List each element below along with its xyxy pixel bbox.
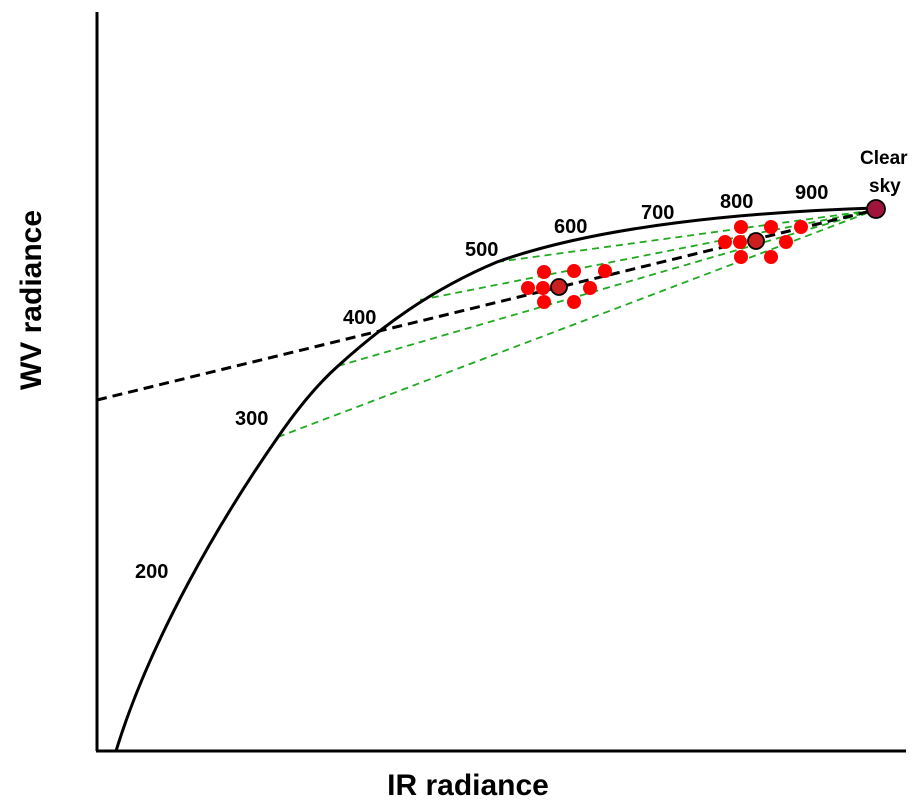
pixel-point — [583, 281, 597, 295]
pixel-point — [718, 235, 732, 249]
y-axis-title: WV radiance — [15, 210, 48, 390]
pixel-point — [794, 220, 808, 234]
black-dashed-line — [96, 208, 876, 402]
pixel-point — [537, 295, 551, 309]
clear-sky-point — [866, 199, 886, 219]
x-axis-title: IR radiance — [387, 769, 549, 802]
pixel-point — [536, 281, 550, 295]
radiance-curve — [114, 206, 876, 752]
green-line — [337, 209, 876, 367]
green-line — [277, 209, 876, 438]
curve-label-900: 900 — [795, 182, 828, 204]
clear-sky-label-line2: sky — [869, 176, 901, 197]
pixel-cluster-left — [521, 264, 612, 309]
pixel-point — [598, 264, 612, 278]
pixel-point — [779, 235, 793, 249]
pixel-cluster-right — [718, 220, 808, 264]
curve-label-500: 500 — [465, 239, 498, 261]
curve-label-400: 400 — [343, 307, 376, 329]
green-line — [496, 209, 876, 263]
curve-label-200: 200 — [135, 561, 168, 583]
curve-label-600: 600 — [554, 216, 587, 238]
clear-sky-label-line1: Clear — [860, 148, 908, 169]
pixel-point — [764, 220, 778, 234]
cluster-centroid-left — [550, 278, 568, 296]
curve-label-800: 800 — [720, 191, 753, 213]
pixel-point — [734, 220, 748, 234]
pixel-point — [537, 265, 551, 279]
curve-label-300: 300 — [235, 408, 268, 430]
pixel-point — [567, 264, 581, 278]
pixel-point — [764, 250, 778, 264]
pixel-point — [733, 235, 747, 249]
curve-label-700: 700 — [641, 202, 674, 224]
pixel-point — [521, 281, 535, 295]
cluster-centroid-right — [747, 232, 765, 250]
pixel-point — [567, 295, 581, 309]
pixel-point — [734, 250, 748, 264]
